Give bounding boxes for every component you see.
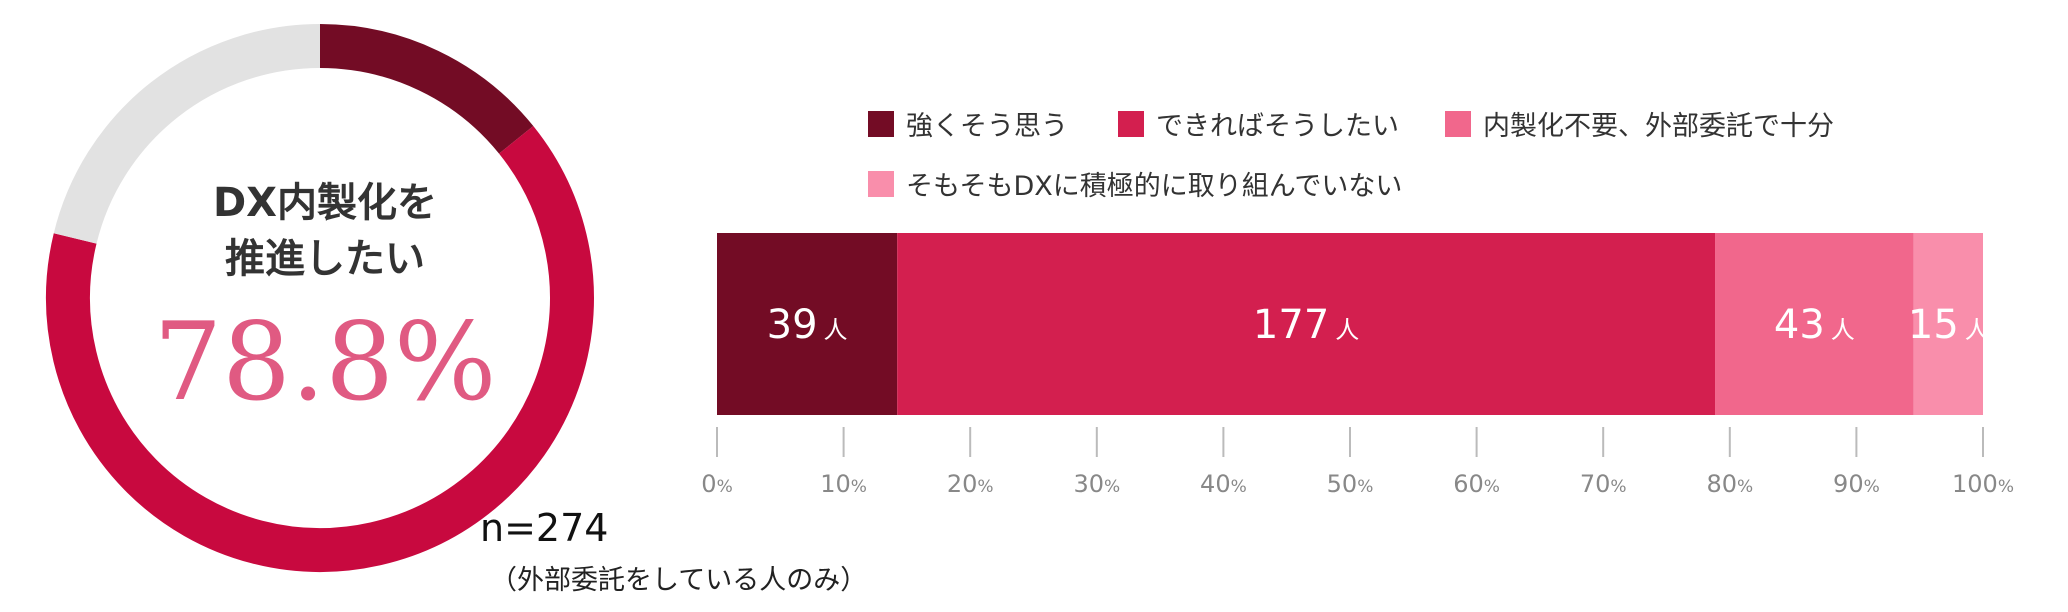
bar-segment-2 <box>1715 233 1914 415</box>
x-tick-label-3: 30% <box>1073 470 1120 498</box>
x-tick-number: 90 <box>1833 470 1864 498</box>
legend-item-not-working-on-dx: そもそもDXに積極的に取り組んでいない <box>868 164 1402 203</box>
bar-data-label-3: 15 人 <box>1908 302 1989 348</box>
donut-slice-strongly-agree <box>319 24 534 154</box>
x-tick-number: 10 <box>820 470 851 498</box>
bar-segment-0 <box>717 233 898 415</box>
sample-size-label: n=274 <box>480 506 609 550</box>
x-tick-unit: % <box>1610 477 1626 497</box>
donut-title-line2: 推進したい <box>225 236 425 282</box>
bar-data-value: 15 <box>1908 302 1959 348</box>
x-tick-unit: % <box>1998 477 2014 497</box>
x-tick-unit: % <box>1104 477 1120 497</box>
x-tick-unit: % <box>717 477 733 497</box>
x-tick-number: 30 <box>1073 470 1104 498</box>
sample-note: （外部委託をしている人のみ） <box>490 565 868 596</box>
donut-slice-if-possible <box>46 126 594 572</box>
bar-data-value: 177 <box>1253 302 1329 348</box>
x-tick-label-6: 60% <box>1453 470 1500 498</box>
bar-data-unit: 人 <box>1831 316 1855 344</box>
legend-item-outsourcing-enough: 内製化不要、外部委託で十分 <box>1445 104 1834 143</box>
x-tick-label-1: 10% <box>820 470 867 498</box>
donut-percent-label: 78.8% <box>153 300 497 425</box>
legend-label: できればそうしたい <box>1156 111 1399 142</box>
stacked-bar-chart: 39 人 177 人 43 人 15 人 <box>717 233 1989 415</box>
legend-swatch <box>1118 110 1144 137</box>
x-tick-unit: % <box>1231 477 1247 497</box>
bar-data-value: 43 <box>1774 302 1825 348</box>
bar-data-label-1: 177 人 <box>1253 302 1359 348</box>
x-tick-label-4: 40% <box>1200 470 1247 498</box>
donut-slice-other <box>53 24 321 244</box>
x-tick-label-7: 70% <box>1580 470 1627 498</box>
x-tick-unit: % <box>1357 477 1373 497</box>
x-tick-number: 50 <box>1327 470 1358 498</box>
legend-swatch <box>868 170 894 197</box>
x-tick-unit: % <box>1864 477 1880 497</box>
bar-segment-3 <box>1913 233 1983 415</box>
bar-data-unit: 人 <box>1335 316 1359 344</box>
bar-data-unit: 人 <box>1965 316 1989 344</box>
x-tick-label-8: 80% <box>1706 470 1753 498</box>
donut-title-line1: DX内製化を <box>212 180 438 226</box>
x-tick-number: 20 <box>947 470 978 498</box>
x-tick-label-2: 20% <box>947 470 994 498</box>
x-tick-unit: % <box>1737 477 1753 497</box>
bar-data-unit: 人 <box>824 316 848 344</box>
x-tick-number: 100 <box>1952 470 1998 498</box>
legend-swatch <box>868 110 894 137</box>
x-tick-label-0: 0% <box>701 470 732 498</box>
bar-data-value: 39 <box>767 302 818 348</box>
x-tick-number: 0 <box>701 470 716 498</box>
x-tick-unit: % <box>977 477 993 497</box>
x-tick-number: 80 <box>1706 470 1737 498</box>
bar-segment-1 <box>897 233 1716 415</box>
x-tick-number: 60 <box>1453 470 1484 498</box>
x-tick-unit: % <box>851 477 867 497</box>
x-tick-label-10: 100% <box>1952 470 2014 498</box>
x-axis: 0% 10% 20% 30% 40% 50% 60% 70% 80% 90% 100% <box>701 427 2014 498</box>
bar-data-label-0: 39 人 <box>767 302 848 348</box>
x-tick-number: 70 <box>1580 470 1611 498</box>
x-tick-number: 40 <box>1200 470 1231 498</box>
legend-label: そもそもDXに積極的に取り組んでいない <box>906 171 1403 202</box>
bar-data-label-2: 43 人 <box>1774 302 1855 348</box>
legend-item-if-possible: できればそうしたい <box>1118 104 1399 143</box>
x-tick-label-9: 90% <box>1833 470 1880 498</box>
donut-chart <box>46 24 594 572</box>
legend-label: 強くそう思う <box>906 111 1068 142</box>
x-tick-label-5: 50% <box>1327 470 1374 498</box>
legend-label: 内製化不要、外部委託で十分 <box>1483 111 1834 142</box>
x-tick-unit: % <box>1484 477 1500 497</box>
legend-swatch <box>1445 110 1471 137</box>
legend-item-strongly-agree: 強くそう思う <box>868 104 1068 143</box>
